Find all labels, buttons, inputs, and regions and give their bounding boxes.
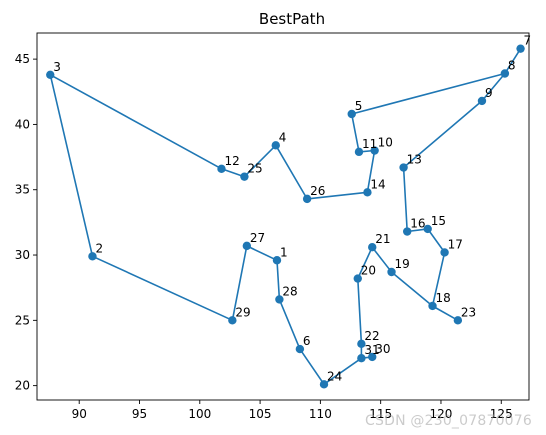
city-point-7 xyxy=(516,44,525,53)
city-label-14: 14 xyxy=(370,177,385,191)
city-label-8: 8 xyxy=(508,58,516,72)
city-point-4 xyxy=(271,141,280,150)
city-point-26 xyxy=(302,194,312,204)
city-point-1 xyxy=(272,256,282,265)
city-label-31: 31 xyxy=(364,343,379,357)
city-label-17: 17 xyxy=(448,237,463,251)
city-label-21: 21 xyxy=(375,232,390,246)
x-tick-label: 95 xyxy=(132,407,147,421)
city-label-7: 7 xyxy=(524,34,532,48)
city-point-29 xyxy=(228,316,237,325)
city-point-24 xyxy=(319,380,329,389)
city-label-28: 28 xyxy=(282,284,297,298)
city-point-8 xyxy=(500,69,510,78)
city-label-13: 13 xyxy=(407,153,422,167)
y-tick-label: 45 xyxy=(15,52,30,66)
city-label-25: 25 xyxy=(247,162,262,176)
y-tick-label: 30 xyxy=(15,248,30,262)
city-point-14 xyxy=(363,188,372,197)
city-point-5 xyxy=(347,109,356,119)
city-point-17 xyxy=(440,248,449,257)
city-label-29: 29 xyxy=(235,305,250,319)
points-layer xyxy=(46,44,525,389)
x-tick-label: 105 xyxy=(249,407,272,421)
city-point-11 xyxy=(354,147,364,157)
city-label-24: 24 xyxy=(327,369,342,383)
city-label-10: 10 xyxy=(378,136,393,150)
city-label-9: 9 xyxy=(485,86,493,100)
y-tick-label: 20 xyxy=(15,379,30,393)
city-label-16: 16 xyxy=(410,217,425,231)
city-label-20: 20 xyxy=(361,264,376,278)
x-tick-label: 100 xyxy=(188,407,211,421)
city-point-23 xyxy=(453,316,463,325)
city-label-22: 22 xyxy=(364,329,379,343)
city-point-31 xyxy=(357,354,366,363)
city-label-30: 30 xyxy=(375,342,390,356)
city-point-3 xyxy=(46,70,55,79)
city-point-12 xyxy=(217,164,226,174)
city-point-20 xyxy=(353,274,362,283)
city-point-18 xyxy=(428,301,437,311)
city-label-5: 5 xyxy=(355,99,363,113)
city-label-6: 6 xyxy=(303,334,311,348)
city-point-22 xyxy=(357,339,366,349)
path-layer xyxy=(49,47,522,386)
watermark: CSDN @230_07870076 xyxy=(365,413,532,429)
y-tick-label: 25 xyxy=(15,313,30,327)
route-line xyxy=(49,47,522,386)
city-point-16 xyxy=(403,227,412,236)
city-point-15 xyxy=(423,224,432,234)
city-point-19 xyxy=(387,267,396,277)
city-point-27 xyxy=(242,241,252,251)
city-label-18: 18 xyxy=(436,291,451,305)
city-label-15: 15 xyxy=(431,214,446,228)
x-tick-label: 115 xyxy=(369,407,392,421)
x-tick-label: 120 xyxy=(430,407,453,421)
city-label-3: 3 xyxy=(53,60,61,74)
city-point-10 xyxy=(370,146,379,155)
city-point-21 xyxy=(368,242,377,252)
y-tick-label: 35 xyxy=(15,183,30,197)
x-tick-label: 90 xyxy=(72,407,87,421)
city-label-12: 12 xyxy=(225,154,240,168)
city-point-9 xyxy=(477,96,487,106)
city-label-27: 27 xyxy=(250,231,265,245)
city-label-4: 4 xyxy=(279,130,287,144)
city-label-23: 23 xyxy=(461,305,476,319)
city-label-19: 19 xyxy=(395,257,410,271)
chart-title: BestPath xyxy=(259,10,325,28)
x-tick-label: 125 xyxy=(490,407,513,421)
city-point-6 xyxy=(295,344,305,354)
city-point-28 xyxy=(275,295,284,304)
city-point-25 xyxy=(240,172,249,181)
city-label-26: 26 xyxy=(310,184,325,198)
city-point-13 xyxy=(399,163,408,172)
city-label-11: 11 xyxy=(362,137,377,151)
plot-frame xyxy=(36,32,530,401)
city-point-2 xyxy=(88,252,97,261)
city-label-2: 2 xyxy=(95,241,103,255)
city-label-1: 1 xyxy=(280,245,288,259)
x-tick-label: 110 xyxy=(309,407,332,421)
y-tick-label: 40 xyxy=(15,117,30,131)
city-point-30 xyxy=(368,352,377,362)
